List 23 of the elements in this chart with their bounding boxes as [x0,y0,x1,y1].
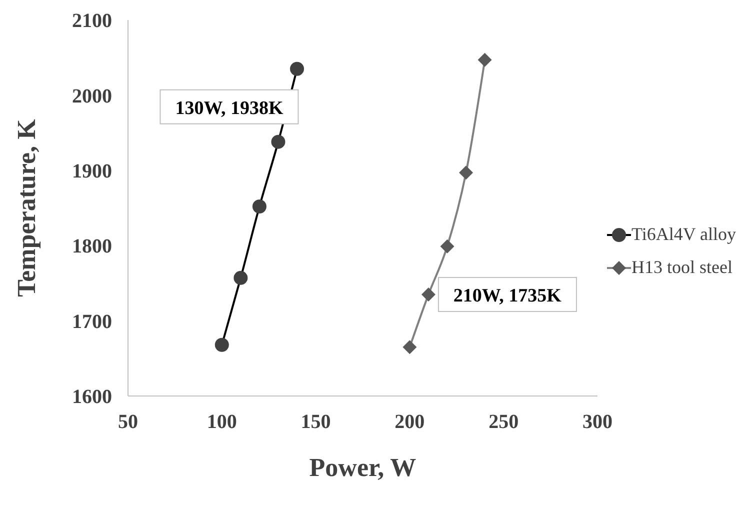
point [402,340,417,354]
y-axis-title: Temperature, K [12,118,42,297]
x-tick-label: 200 [394,411,425,434]
annotation: 210W, 1735K [453,285,562,306]
y-tick-label: 2000 [72,85,112,108]
x-tick-label: 250 [488,411,519,434]
point [478,52,492,67]
x-tick-label: 100 [206,411,237,434]
y-tick-label: 1900 [72,160,112,182]
x-tick-label: 300 [582,411,612,434]
x-tick-label: 150 [300,411,331,434]
y-tick-label: 2100 [72,10,112,32]
x-axis-title: Power, W [309,453,416,482]
legend-label: H13 tool steel [631,257,732,278]
y-tick-label: 1800 [72,236,112,258]
point [421,287,436,302]
y-tick-label: 1600 [72,386,112,408]
point [440,239,454,254]
y-tick-label: 1700 [72,310,112,333]
legend-label: Ti6Al4V alloy [631,224,736,245]
annotation: 130W, 1938K [175,98,284,119]
point [459,166,474,180]
x-tick-label: 50 [118,411,138,434]
